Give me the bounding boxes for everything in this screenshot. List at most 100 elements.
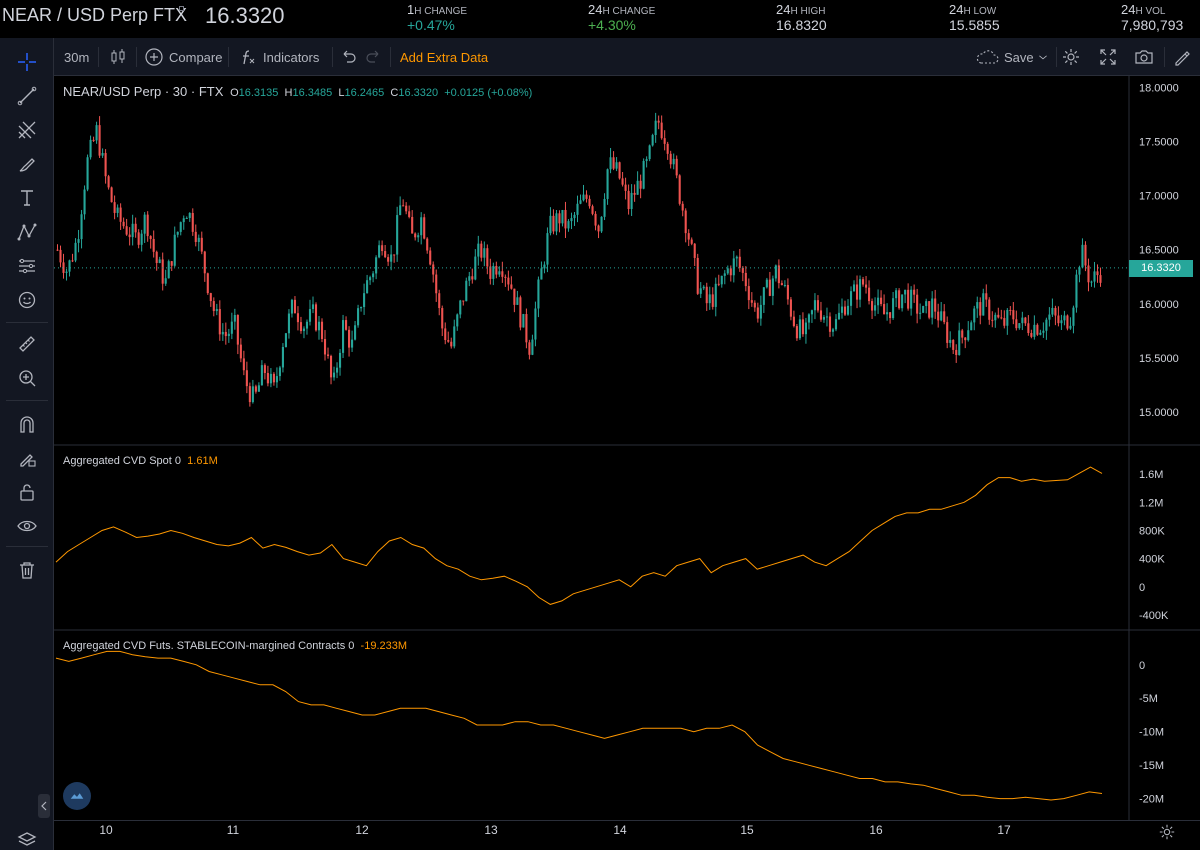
candle-body (561, 209, 564, 224)
prediction-icon[interactable] (13, 252, 41, 280)
redo-icon[interactable] (364, 38, 384, 76)
symbol-popout-icon[interactable] (179, 6, 184, 11)
magnet-icon[interactable] (13, 410, 41, 438)
emoji-icon[interactable] (13, 286, 41, 314)
candle-body (212, 301, 215, 312)
candle-body (209, 293, 212, 302)
layers-icon[interactable] (13, 826, 41, 850)
add-extra-data-button[interactable]: Add Extra Data (400, 49, 489, 65)
fullscreen-icon[interactable] (1098, 38, 1118, 76)
logo-icon[interactable] (63, 782, 91, 810)
save-menu-chevron-icon[interactable] (1037, 38, 1049, 76)
candle-body (224, 331, 227, 337)
cvd-tick-label: 0 (1139, 582, 1145, 594)
settings-gear-icon[interactable] (1061, 38, 1081, 76)
candle-body (59, 249, 62, 263)
chart-area[interactable]: 18.0000 17.5000 17.0000 16.5000 16.0000 15.50… (54, 76, 1200, 820)
candle-body (329, 355, 333, 378)
cvd-futs-legend[interactable]: Aggregated CVD Futs. STABLECOIN-margined… (63, 640, 407, 652)
function-icon (243, 50, 255, 65)
trash-icon[interactable] (13, 556, 41, 584)
candle-body (991, 319, 994, 321)
last-price: 16.3320 (205, 3, 285, 28)
candle-body (627, 190, 630, 209)
candle-style-icon[interactable] (108, 38, 128, 76)
toolbar-divider (1164, 47, 1165, 67)
candle-body (341, 320, 345, 353)
candle-body (810, 310, 813, 315)
candle-body (98, 125, 101, 156)
ruler-icon[interactable] (13, 330, 41, 358)
candle-body (648, 145, 651, 160)
compare-button[interactable]: Compare (144, 38, 222, 76)
cvd-spot-legend[interactable]: Aggregated CVD Spot 0 1.61M (63, 455, 218, 467)
trend-line-icon[interactable] (13, 82, 41, 110)
candle-body (916, 294, 919, 314)
candle-body (994, 314, 997, 321)
chart-canvas[interactable]: 18.0000 17.5000 17.0000 16.5000 16.0000 15.50… (54, 76, 1200, 820)
candle-body (666, 143, 669, 154)
candle-body (880, 297, 883, 305)
candle-body (176, 231, 179, 235)
candle-body (864, 284, 868, 288)
collapse-toolbar-icon[interactable] (38, 794, 50, 818)
candle-body (131, 223, 134, 238)
cvd-tick-label: -5M (1139, 693, 1158, 705)
candle-body (633, 192, 636, 195)
candle-body (293, 299, 297, 314)
fib-retracement-icon[interactable] (13, 116, 41, 144)
candle-body (227, 333, 230, 337)
candle-body (1042, 330, 1045, 333)
candle-body (750, 300, 753, 303)
zoom-in-icon[interactable] (13, 364, 41, 392)
candle-body (940, 311, 943, 321)
candle-body (381, 245, 384, 252)
text-icon[interactable] (13, 184, 41, 212)
toolbar-divider (6, 400, 48, 401)
candle-body (675, 158, 678, 176)
candle-body (982, 293, 985, 316)
candle-body (714, 283, 717, 307)
stat-num: 24 (1121, 2, 1136, 17)
candle-body (405, 205, 408, 212)
candle-body (904, 289, 907, 295)
candle-body (543, 264, 546, 269)
ticker-header: NEAR / USD Perp FTX 16.3320 1H CHANGE +0… (0, 0, 1200, 38)
cvd-tick-label: -400K (1139, 610, 1169, 622)
time-axis-settings-gear-icon[interactable] (1158, 823, 1178, 843)
candle-body (420, 217, 423, 236)
candle-body (630, 192, 633, 209)
candle-body (218, 309, 221, 335)
candle-body (597, 225, 600, 232)
candle-body (408, 211, 411, 217)
legend-c-key: C (390, 87, 399, 99)
toolbar-divider (332, 47, 333, 67)
indicators-button[interactable]: Indicators (238, 38, 319, 76)
camera-icon[interactable] (1134, 38, 1154, 76)
stat-value: +0.47% (407, 17, 455, 33)
lock-icon[interactable] (13, 478, 41, 506)
pattern-icon[interactable] (13, 218, 41, 246)
symbol-title[interactable]: NEAR / USD Perp FTX (2, 5, 188, 25)
legend-title[interactable]: NEAR/USD Perp · 30 · FTX (63, 84, 224, 99)
publish-icon[interactable] (1172, 38, 1192, 76)
candle-body (375, 257, 378, 274)
candle-body (426, 238, 429, 251)
candle-body (354, 325, 357, 340)
candle-body (540, 268, 543, 280)
undo-icon[interactable] (338, 38, 358, 76)
candle-body (819, 310, 823, 320)
time-axis[interactable]: 10 11 12 13 14 15 16 17 (54, 820, 1200, 850)
save-button[interactable]: Save (974, 38, 1034, 76)
interval-button[interactable]: 30m (64, 49, 90, 65)
candle-body (834, 319, 838, 330)
candle-body (741, 267, 744, 273)
candle-body (747, 286, 750, 301)
brush-icon[interactable] (13, 150, 41, 178)
eye-icon[interactable] (13, 512, 41, 540)
crosshair-icon[interactable] (13, 48, 41, 76)
candle-body (801, 319, 804, 335)
cvd-tick-label: 1.6M (1139, 469, 1163, 481)
time-tick-label: 10 (99, 823, 113, 837)
lock-drawing-icon[interactable] (13, 444, 41, 472)
